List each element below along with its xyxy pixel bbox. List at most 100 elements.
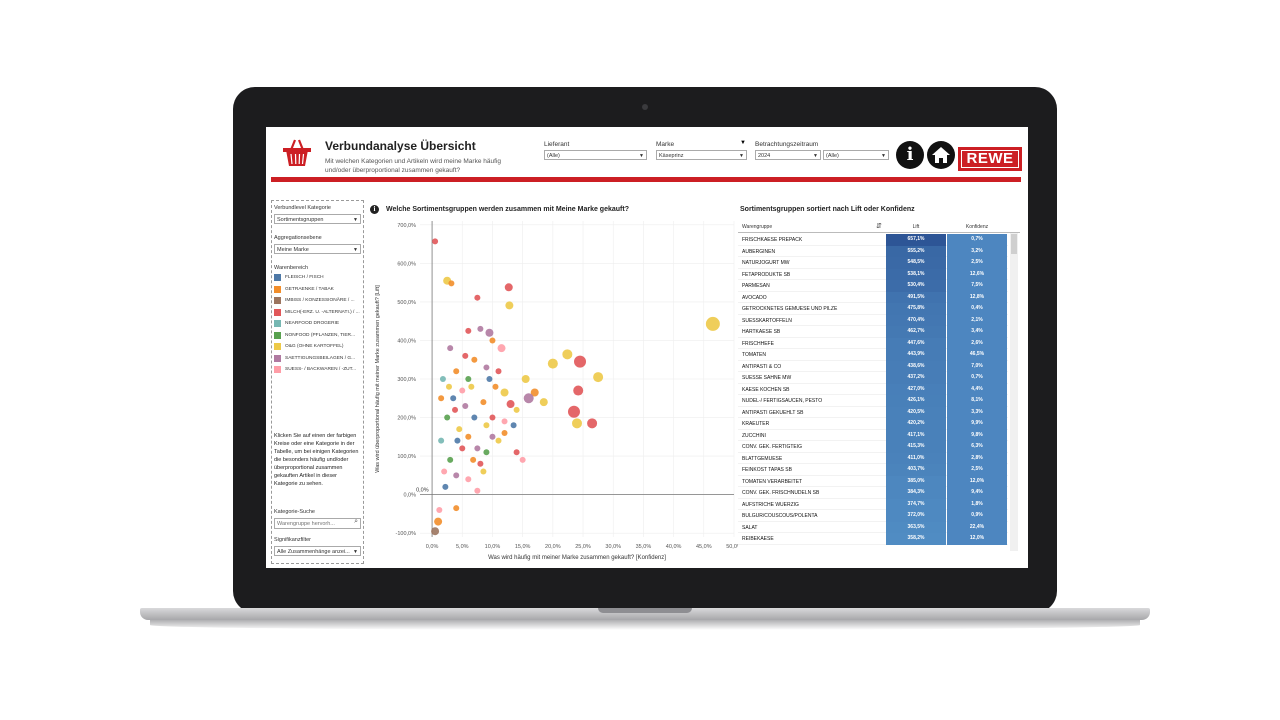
lift-cell[interactable]: 426,1%	[886, 395, 946, 407]
konfidenz-cell[interactable]: 1,8%	[947, 498, 1007, 510]
lift-cell[interactable]: 555,2%	[886, 245, 946, 257]
konfidenz-cell[interactable]: 0,4%	[947, 303, 1007, 315]
konfidenz-cell[interactable]: 6,3%	[947, 441, 1007, 453]
table-row[interactable]	[738, 453, 1008, 464]
lift-cell[interactable]: 420,2%	[886, 418, 946, 430]
konfidenz-cell[interactable]: 3,4%	[947, 326, 1007, 338]
aggregation-select[interactable]: Meine Marke ▼	[274, 244, 361, 254]
lift-cell[interactable]: 438,6%	[886, 360, 946, 372]
filter-zeitraum-to-select[interactable]: (Alle) ▼	[823, 150, 889, 160]
table-row[interactable]	[738, 338, 1008, 349]
konfidenz-cell[interactable]: 46,5%	[947, 349, 1007, 361]
lift-cell[interactable]: 411,0%	[886, 452, 946, 464]
konfidenz-cell[interactable]: 8,1%	[947, 395, 1007, 407]
legend-item[interactable]: MILCH(-ERZ. U. -ALTERNATI.) / ...	[274, 308, 364, 318]
filter-marke-select[interactable]: Käseprinz ▼	[656, 150, 747, 160]
table-row[interactable]	[738, 384, 1008, 395]
lift-cell[interactable]: 384,3%	[886, 487, 946, 499]
table-row[interactable]	[738, 303, 1008, 315]
konfidenz-cell[interactable]: 3,2%	[947, 245, 1007, 257]
table-row[interactable]	[738, 315, 1008, 326]
lift-cell[interactable]: 470,4%	[886, 314, 946, 326]
table-row[interactable]	[738, 246, 1008, 257]
info-icon[interactable]: i	[370, 205, 379, 214]
legend-item[interactable]: NEARFOOD DROGERIE	[274, 320, 364, 329]
lift-cell[interactable]: 491,5%	[886, 291, 946, 303]
lift-cell[interactable]: 363,5%	[886, 521, 946, 533]
table-row[interactable]	[738, 361, 1008, 372]
search-box[interactable]: ⌕	[274, 518, 361, 529]
lift-cell[interactable]: 443,9%	[886, 349, 946, 361]
konfidenz-cell[interactable]: 2,5%	[947, 464, 1007, 476]
konfidenz-cell[interactable]: 0,7%	[947, 234, 1007, 246]
legend-item[interactable]: SAETTIGUNGSBEILAGEN / G...	[274, 354, 364, 364]
lift-cell[interactable]: 403,7%	[886, 464, 946, 476]
filter-zeitraum-from-select[interactable]: 2024 ▼	[755, 150, 821, 160]
konfidenz-cell[interactable]: 2,8%	[947, 452, 1007, 464]
konfidenz-cell[interactable]: 3,3%	[947, 406, 1007, 418]
search-input[interactable]	[276, 519, 347, 528]
legend-item[interactable]: GETRAENKE / TABAK	[274, 285, 364, 295]
legend-item[interactable]: FLEISCH / FISCH	[274, 274, 364, 283]
konfidenz-cell[interactable]: 0,7%	[947, 372, 1007, 384]
lift-cell[interactable]: 437,2%	[886, 372, 946, 384]
table-row[interactable]	[738, 257, 1008, 269]
lift-cell[interactable]: 358,2%	[886, 533, 946, 545]
konfidenz-cell[interactable]: 12,0%	[947, 533, 1007, 545]
lift-cell[interactable]: 530,4%	[886, 280, 946, 292]
table-row[interactable]	[738, 269, 1008, 280]
table-row[interactable]	[738, 349, 1008, 361]
lift-cell[interactable]: 462,7%	[886, 326, 946, 338]
konfidenz-cell[interactable]: 2,5%	[947, 257, 1007, 269]
konfidenz-cell[interactable]: 9,9%	[947, 418, 1007, 430]
konfidenz-cell[interactable]: 4,4%	[947, 383, 1007, 395]
filter-lieferant-select[interactable]: (Alle) ▼	[544, 150, 647, 160]
table-row[interactable]	[738, 395, 1008, 407]
dropdown-arrow-icon[interactable]: ▼	[740, 140, 746, 146]
legend-item[interactable]: IMBISS / KONZESSIONÄRE / ...	[274, 297, 364, 306]
lift-cell[interactable]: 385,0%	[886, 475, 946, 487]
column-header-lift[interactable]: Lift	[912, 224, 920, 230]
table-row[interactable]	[738, 234, 1008, 246]
table-row[interactable]	[738, 533, 1008, 545]
konfidenz-cell[interactable]: 0,9%	[947, 510, 1007, 522]
konfidenz-cell[interactable]: 2,6%	[947, 337, 1007, 349]
table-row[interactable]	[738, 464, 1008, 476]
lift-cell[interactable]: 372,0%	[886, 510, 946, 522]
konfidenz-cell[interactable]: 2,1%	[947, 314, 1007, 326]
lift-cell[interactable]: 427,0%	[886, 383, 946, 395]
konfidenz-cell[interactable]: 7,0%	[947, 360, 1007, 372]
konfidenz-cell[interactable]: 7,5%	[947, 280, 1007, 292]
lift-cell[interactable]: 657,1%	[886, 234, 946, 246]
lift-cell[interactable]: 374,7%	[886, 498, 946, 510]
table-row[interactable]	[738, 418, 1008, 430]
home-icon[interactable]	[927, 141, 955, 169]
table-scrollbar-thumb[interactable]	[1011, 234, 1017, 254]
info-icon[interactable]: i	[896, 141, 924, 169]
table-row[interactable]	[738, 326, 1008, 338]
konfidenz-cell[interactable]: 12,6%	[947, 268, 1007, 280]
table-row[interactable]	[738, 510, 1008, 522]
legend-item[interactable]: O&G (OHNE KARTOFFEL)	[274, 343, 364, 352]
signifikanz-select[interactable]: Alle Zusammenhänge anzei... ▼	[274, 546, 361, 556]
konfidenz-cell[interactable]: 12,0%	[947, 475, 1007, 487]
lift-cell[interactable]: 447,6%	[886, 337, 946, 349]
lift-cell[interactable]: 420,5%	[886, 406, 946, 418]
table-row[interactable]	[738, 522, 1008, 533]
table-row[interactable]	[738, 499, 1008, 510]
table-row[interactable]	[738, 280, 1008, 292]
lift-cell[interactable]: 548,5%	[886, 257, 946, 269]
search-icon[interactable]: ⌕	[354, 518, 358, 525]
table-row[interactable]	[738, 372, 1008, 384]
table-scrollbar[interactable]	[1010, 233, 1018, 551]
table-row[interactable]	[738, 441, 1008, 453]
lift-cell[interactable]: 415,3%	[886, 441, 946, 453]
table-row[interactable]	[738, 476, 1008, 487]
table-row[interactable]	[738, 430, 1008, 441]
table-row[interactable]	[738, 292, 1008, 303]
table-row[interactable]	[738, 487, 1008, 499]
lift-cell[interactable]: 475,8%	[886, 303, 946, 315]
konfidenz-cell[interactable]: 12,8%	[947, 291, 1007, 303]
table-row[interactable]	[738, 407, 1008, 418]
sort-icon[interactable]: ⇵	[876, 223, 882, 230]
